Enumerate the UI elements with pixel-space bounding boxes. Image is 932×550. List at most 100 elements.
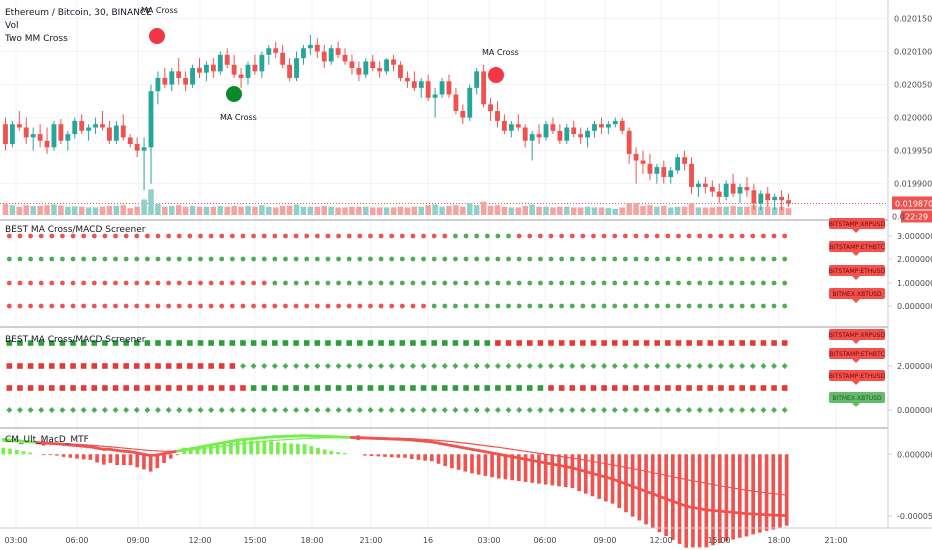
screener-dot — [453, 233, 458, 239]
macd-panel — [1, 434, 789, 548]
screener-dot — [38, 303, 44, 309]
screener-dot — [389, 280, 395, 286]
screener-dot — [474, 233, 480, 239]
screener-diamond — [473, 363, 480, 369]
screener-dot — [198, 256, 203, 262]
candle-body — [404, 77, 410, 82]
screener-square — [569, 385, 576, 391]
screener-dot — [208, 303, 214, 309]
screener-dot — [559, 303, 565, 309]
volume-bar — [695, 207, 702, 215]
screener-dot — [739, 280, 745, 286]
screener-dot — [484, 233, 490, 239]
screener-square — [526, 340, 533, 346]
screener-dot — [81, 256, 87, 262]
screener-diamond — [654, 407, 661, 413]
screener-square — [441, 340, 448, 346]
symbol-label-text: BITSTAMP:XRPUSD — [829, 332, 886, 339]
screener-dot — [569, 280, 575, 286]
screener-square — [558, 385, 565, 391]
candle-body — [765, 193, 771, 201]
screener-square — [410, 385, 416, 391]
screener-diamond — [197, 407, 204, 413]
candle-body — [252, 64, 258, 72]
candle-body — [217, 54, 223, 72]
screener-dot — [113, 256, 118, 262]
screener-square — [452, 385, 459, 391]
screener-square — [718, 340, 724, 346]
volume-bar — [473, 205, 480, 215]
volume-bar — [321, 205, 328, 215]
screener-dot — [240, 280, 246, 286]
volume-bar — [564, 206, 570, 215]
partial-tick-text: 0.0 — [892, 212, 905, 221]
volume-bar — [688, 203, 695, 215]
volume-bar — [515, 207, 522, 215]
screener-dot — [336, 233, 341, 239]
symbol-label-pointer — [852, 229, 860, 233]
screener-dot — [70, 233, 76, 239]
screener-dot — [28, 256, 33, 262]
candle-body — [183, 77, 189, 85]
screener1-tick-3: 0.000000 — [897, 302, 932, 311]
candle-body — [314, 44, 320, 52]
screener-dot — [527, 233, 533, 239]
screener-square — [484, 340, 491, 346]
screener-diamond — [707, 363, 714, 369]
screener-diamond — [346, 407, 353, 413]
screener-square — [272, 340, 278, 346]
screener-dot — [6, 280, 12, 286]
screener-square — [580, 385, 586, 391]
screener-diamond — [537, 407, 544, 413]
screener-square — [696, 340, 703, 346]
screener-dot — [261, 280, 267, 286]
screener-dot — [718, 233, 724, 239]
screener-diamond — [452, 363, 459, 369]
screener-dot — [506, 256, 511, 262]
volume-bar — [148, 189, 154, 215]
screener-dot — [782, 280, 788, 286]
screener-dot — [325, 303, 331, 309]
screener-diamond — [441, 407, 448, 413]
volume-bar — [577, 207, 584, 215]
screener-square — [187, 363, 193, 369]
candle-body — [65, 134, 71, 141]
volume-bar — [182, 206, 189, 215]
screener-dot — [38, 256, 44, 262]
screener-diamond — [80, 407, 87, 413]
candle-body — [779, 196, 785, 201]
screener-dot — [219, 233, 225, 239]
screener-dot — [229, 280, 235, 286]
screener-dot — [484, 280, 490, 286]
screener-diamond — [686, 363, 693, 369]
screener-dot — [134, 233, 140, 239]
screener-dot — [357, 303, 363, 309]
volume-bar — [453, 205, 459, 215]
screener-diamond — [569, 407, 576, 413]
screener-square — [590, 340, 597, 346]
candle-body — [619, 120, 625, 131]
screener-square — [335, 385, 342, 391]
screener-diamond — [590, 363, 597, 369]
screener-dot — [283, 303, 288, 309]
panel-dividers[interactable] — [0, 0, 932, 529]
candle-body — [9, 124, 15, 145]
screener-square — [155, 340, 161, 346]
screener-dot — [548, 233, 554, 239]
screener-dot — [272, 233, 278, 239]
screener-diamond — [494, 363, 501, 369]
screener-diamond — [101, 407, 108, 413]
screener-square — [781, 340, 788, 346]
volume-bar — [363, 206, 369, 215]
candle-body — [550, 124, 556, 131]
screener-dot — [442, 280, 448, 286]
screener-dot — [750, 233, 756, 239]
screener-square — [112, 340, 119, 346]
screener-dot — [346, 233, 352, 239]
screener-square — [473, 385, 480, 391]
screener-diamond — [59, 407, 66, 413]
screener-square — [133, 340, 140, 346]
screener-diamond — [399, 407, 406, 413]
screener-square — [314, 385, 321, 391]
